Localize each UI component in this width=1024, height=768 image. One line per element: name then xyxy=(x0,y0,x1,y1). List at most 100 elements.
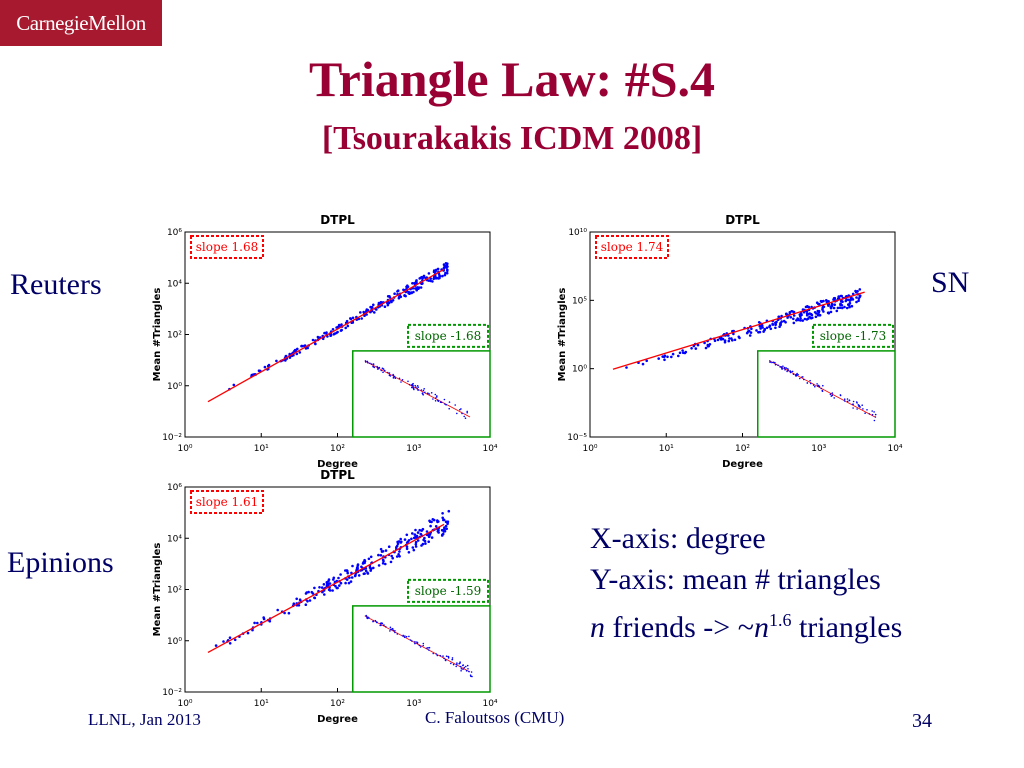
y-tick-label: 10⁻² xyxy=(162,433,182,443)
data-point xyxy=(445,264,449,267)
data-point xyxy=(440,534,444,537)
data-point xyxy=(356,566,359,570)
y-axis-label: Mean #Triangles xyxy=(152,543,163,637)
data-point xyxy=(414,528,417,532)
data-point xyxy=(331,589,334,592)
data-point xyxy=(396,290,399,293)
data-point xyxy=(818,313,822,317)
inset-point xyxy=(774,363,777,366)
data-point xyxy=(416,531,420,534)
data-point xyxy=(447,509,451,513)
inset-point xyxy=(774,361,776,364)
data-point xyxy=(295,352,299,356)
inset-point xyxy=(379,624,381,627)
data-point xyxy=(434,274,437,278)
data-point xyxy=(807,305,811,309)
inset-point xyxy=(372,365,374,368)
data-point xyxy=(427,272,431,275)
inset-point xyxy=(862,408,864,410)
fit-line xyxy=(207,523,445,654)
data-point xyxy=(733,338,737,342)
inset-point xyxy=(443,398,446,401)
y-axis-label: Mean #Triangles xyxy=(152,288,163,382)
inset-point xyxy=(852,407,854,409)
data-point xyxy=(332,333,336,336)
x-tick-label: 10⁰ xyxy=(582,444,597,454)
data-point xyxy=(818,302,821,306)
inset-point xyxy=(466,664,469,667)
data-point xyxy=(807,312,810,316)
inset-frame xyxy=(757,350,896,438)
data-point xyxy=(835,309,839,313)
data-point xyxy=(427,535,431,539)
data-point xyxy=(857,299,860,303)
data-point xyxy=(430,520,433,524)
data-point xyxy=(817,309,821,313)
page-number: 34 xyxy=(912,710,932,732)
inset-point xyxy=(428,649,430,651)
inset-point xyxy=(856,408,858,410)
data-point xyxy=(412,536,416,540)
data-point xyxy=(351,316,355,320)
data-point xyxy=(666,355,669,359)
data-point xyxy=(427,540,431,543)
inset-point xyxy=(424,391,426,394)
data-point xyxy=(398,555,401,558)
data-point xyxy=(336,586,339,590)
data-point xyxy=(384,562,387,566)
inset-point xyxy=(814,385,816,388)
data-point xyxy=(420,282,424,285)
footer-left: LLNL, Jan 2013 xyxy=(88,710,201,729)
data-point xyxy=(366,571,369,574)
data-point xyxy=(444,520,448,523)
data-point xyxy=(670,355,673,359)
data-point xyxy=(441,274,444,278)
y-tick-label: 10⁶ xyxy=(167,228,182,238)
data-point xyxy=(847,303,850,306)
inset-point xyxy=(393,375,396,378)
data-point xyxy=(437,520,440,523)
inset-point xyxy=(809,382,812,385)
inset-point xyxy=(784,367,786,369)
data-point xyxy=(790,310,793,313)
y-tick-label: 10⁰ xyxy=(167,637,182,647)
data-point xyxy=(420,529,424,532)
inset-point xyxy=(833,397,835,399)
inset-point xyxy=(389,626,392,629)
data-point xyxy=(841,300,844,304)
data-point xyxy=(347,581,351,585)
data-point xyxy=(232,383,236,387)
data-point xyxy=(325,581,329,584)
inset-point xyxy=(802,376,804,378)
data-point xyxy=(765,326,769,330)
data-point xyxy=(311,592,315,595)
data-point xyxy=(267,363,271,367)
data-point xyxy=(832,306,836,310)
data-point xyxy=(801,319,804,322)
data-point xyxy=(833,296,837,300)
data-point xyxy=(369,305,372,309)
y-tick-label: 10¹⁰ xyxy=(568,228,587,238)
data-point xyxy=(762,330,765,333)
data-point xyxy=(814,315,818,319)
data-point xyxy=(348,576,351,579)
data-point xyxy=(703,341,706,345)
data-point xyxy=(827,300,830,303)
data-point xyxy=(364,569,368,573)
inset-point xyxy=(792,373,795,375)
inset-point xyxy=(462,664,465,666)
data-point xyxy=(344,326,347,330)
data-point xyxy=(276,608,279,612)
data-point xyxy=(836,306,840,310)
inset-point xyxy=(374,619,377,622)
inset-point xyxy=(408,383,411,386)
inset-point xyxy=(460,408,462,410)
inset-point xyxy=(378,366,381,369)
inset-point xyxy=(396,633,399,635)
data-point xyxy=(307,590,310,594)
data-point xyxy=(750,327,753,331)
data-point xyxy=(228,636,232,639)
x-tick-label: 10³ xyxy=(811,444,826,454)
data-point xyxy=(336,330,339,334)
inset-point xyxy=(787,369,789,372)
